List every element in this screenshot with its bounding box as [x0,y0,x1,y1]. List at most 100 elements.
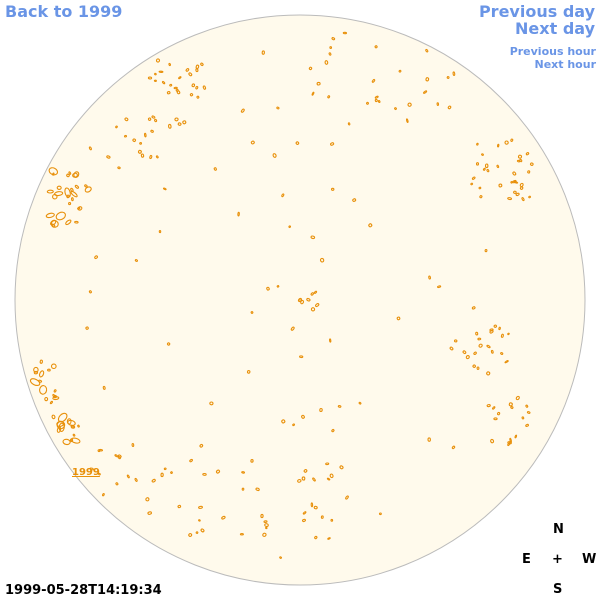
contour-blob [521,197,525,202]
contour-blob [504,360,509,364]
contour-blob [510,406,514,409]
contour-blob [55,211,67,221]
contour-blob [126,474,130,479]
contour-blob [374,95,379,99]
contour-blob [106,155,111,159]
contour-blob [46,189,54,194]
contour-blob [88,146,92,151]
contour-blob [98,448,104,452]
contour-blob [329,338,332,343]
contour-blob [195,85,199,90]
contour-blob [65,219,72,226]
contour-blob [486,371,491,376]
previous-hour-link[interactable]: Previous hour [509,45,596,58]
contour-blob [339,465,344,470]
contour-blob [161,80,166,85]
contour-blob [56,185,62,190]
contour-blob [513,190,517,194]
contour-blob [310,235,316,240]
contour-blob [154,118,158,123]
contour-blob [447,105,452,110]
contour-blob [394,107,397,111]
contour-blob [319,407,323,413]
contour-blob [147,117,152,121]
contour-blob [168,62,171,67]
contour-blob [358,401,362,405]
contour-blob [139,142,143,145]
contour-blob [327,95,331,99]
contour-blob [472,364,476,368]
contour-blob [239,533,244,536]
contour-blob [303,469,308,473]
contour-blob [72,433,76,437]
contour-blob [84,186,92,193]
contour-blob [497,411,501,416]
contour-blob [67,419,76,426]
contour-blob [490,438,495,444]
next-hour-link[interactable]: Next hour [534,58,597,71]
contour-blob [173,86,178,90]
contour-blob [521,416,525,420]
contour-blob [510,181,513,184]
year-marker-link[interactable]: 1999 [72,467,100,478]
contour-blob [478,343,483,348]
contour-blob [407,102,412,107]
contour-blob [265,526,268,530]
contour-blob [98,472,101,476]
contour-blob [310,307,316,312]
contour-blob [337,405,342,408]
contour-blob [169,83,173,87]
back-to-year-link[interactable]: Back to 1999 [5,2,123,21]
contour-blob [74,220,79,224]
contour-blob [517,154,523,159]
contour-blob [298,298,302,302]
contour-blob [114,454,118,458]
contour-blob [134,259,138,262]
contour-blob [427,437,431,442]
contour-blob [477,337,482,341]
contour-blob [29,378,41,387]
contour-blob [345,495,349,500]
compass-north-label: N [553,522,564,537]
contour-blob [260,513,264,519]
contour-blob [69,438,74,443]
contour-blob [195,64,200,70]
contour-blob [262,532,267,537]
contour-blob [62,438,71,446]
contour-blob [215,469,221,474]
contour-blob [160,472,164,478]
contour-blob [374,98,378,103]
previous-day-link[interactable]: Previous day [478,2,595,21]
contour-blob [451,445,456,450]
contour-blob [88,290,92,294]
contour-blob [102,385,106,390]
contour-blob [377,99,381,104]
contour-blob [102,493,105,497]
contour-blob [507,441,512,445]
contour-blob [515,395,520,401]
contour-blob [84,184,88,188]
contour-blob [279,556,282,559]
contour-blob [368,223,373,228]
contour-blob [300,299,305,305]
contour-blob [168,123,172,129]
contour-blob [174,117,179,122]
contour-blob [331,37,336,41]
contour-blob [319,257,325,263]
contour-blob [170,471,173,474]
next-day-link[interactable]: Next day [515,19,595,38]
contour-blob [512,171,517,176]
contour-blob [525,152,530,156]
contour-blob [77,424,80,428]
contour-blob [188,72,193,77]
contour-blob [428,275,431,280]
contour-blob [476,366,480,370]
contour-blob [176,90,181,95]
contour-blob [514,434,518,439]
contour-blob [423,90,428,94]
contour-blob [246,370,251,374]
contour-blob [481,153,484,156]
contour-blob [56,426,62,433]
contour-blob [51,414,56,420]
contour-blob [490,349,494,354]
